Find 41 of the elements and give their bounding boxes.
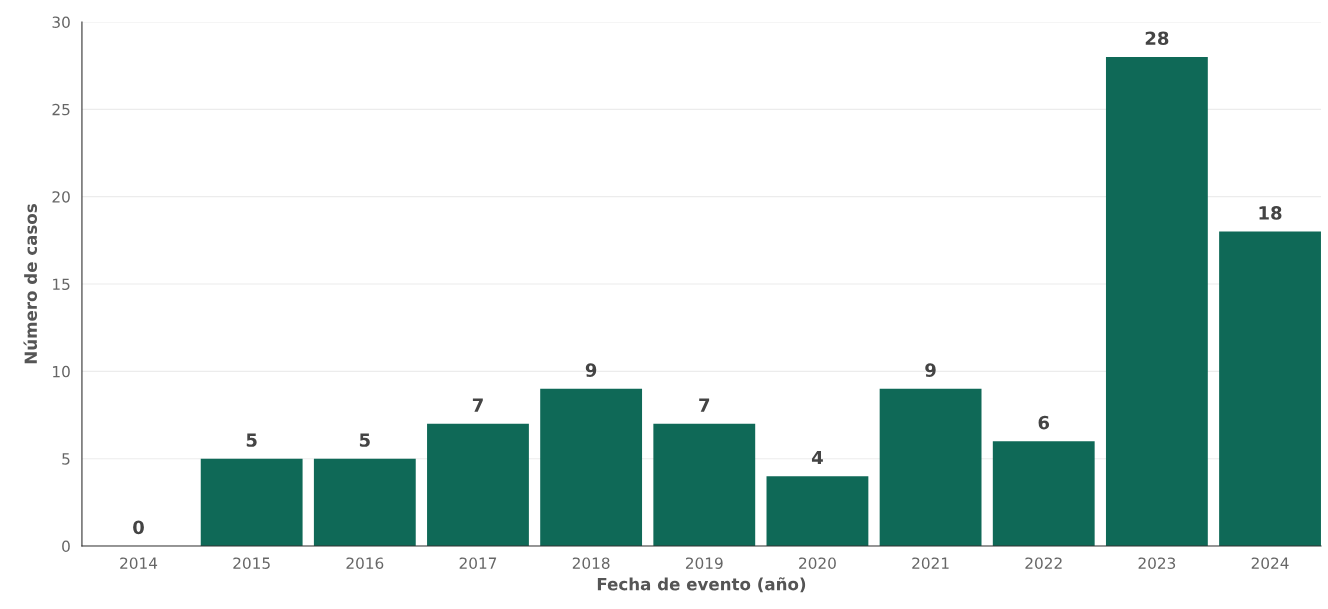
bar — [427, 423, 529, 547]
x-tick-label: 2022 — [1025, 557, 1062, 569]
y-tick-label: 15 — [53, 278, 70, 291]
bar — [879, 388, 982, 547]
data-label: 5 — [359, 433, 370, 447]
data-label: 5 — [246, 433, 257, 447]
x-tick-label: 2020 — [799, 557, 836, 569]
x-tick-label: 2019 — [685, 557, 723, 569]
y-axis-title: Número de casos — [23, 204, 38, 364]
data-label: 0 — [133, 520, 144, 535]
bar — [200, 458, 303, 547]
x-tick-label: 2021 — [912, 557, 949, 569]
x-tick-label: 2014 — [120, 557, 158, 569]
y-tick-label: 20 — [52, 191, 70, 203]
data-label: 6 — [1038, 415, 1050, 430]
data-label: 18 — [1259, 206, 1282, 220]
bar — [653, 423, 756, 547]
x-tick-label: 2023 — [1138, 557, 1176, 569]
bar — [1105, 56, 1208, 547]
data-label: 7 — [472, 398, 483, 412]
x-axis-title: Fecha de evento (año) — [597, 577, 806, 593]
y-tick-label: 0 — [62, 540, 70, 553]
y-tick-label: 30 — [52, 16, 70, 29]
data-label: 9 — [925, 363, 936, 377]
data-label: 7 — [699, 398, 710, 412]
bar — [540, 388, 643, 547]
x-tick-label: 2018 — [572, 557, 610, 569]
y-tick-label: 5 — [62, 453, 70, 465]
y-tick-label: 10 — [53, 365, 70, 378]
bar — [1219, 231, 1321, 547]
bar — [992, 441, 1095, 547]
data-label: 9 — [585, 363, 597, 377]
x-tick-label: 2017 — [459, 557, 497, 569]
x-tick-label: 2024 — [1251, 557, 1289, 569]
x-tick-label: 2015 — [233, 557, 270, 569]
data-label: 4 — [811, 450, 823, 465]
y-tick-label: 25 — [52, 103, 70, 116]
bar — [313, 458, 416, 547]
data-label: 28 — [1145, 31, 1169, 46]
bar — [766, 476, 869, 547]
x-tick-label: 2016 — [346, 557, 384, 569]
